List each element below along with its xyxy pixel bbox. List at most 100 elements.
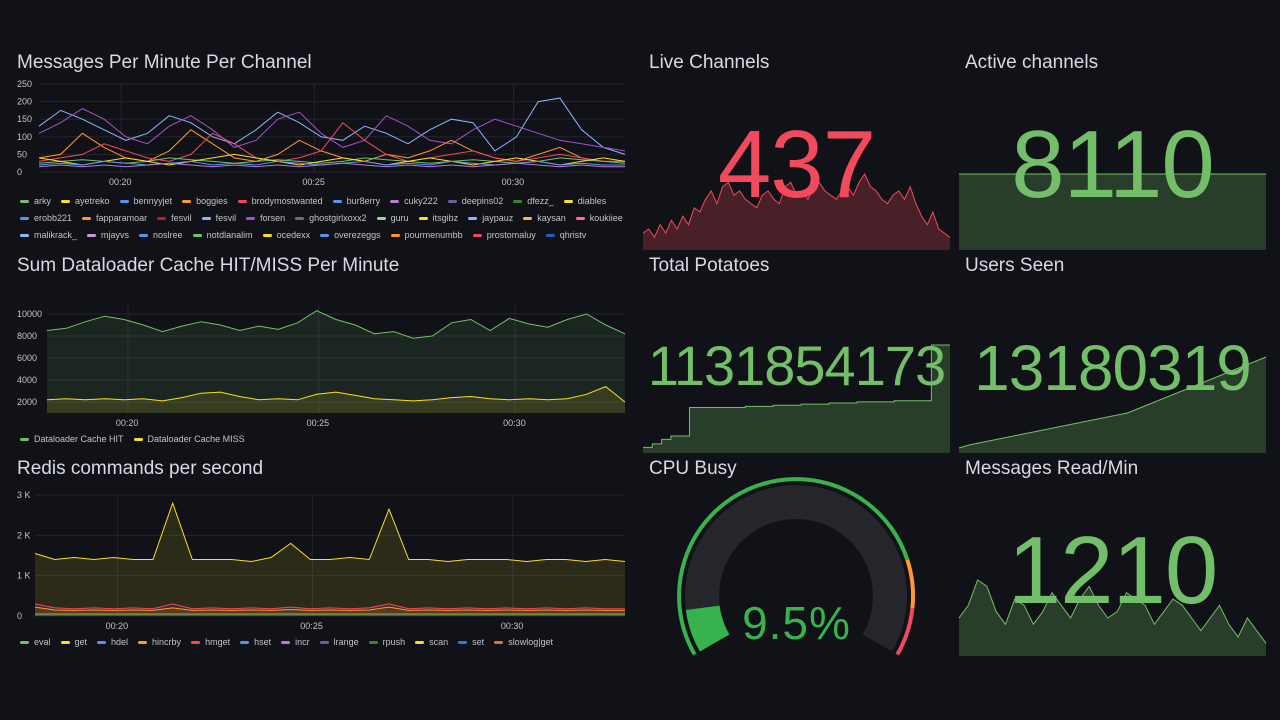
- panel-title[interactable]: Messages Read/Min: [965, 458, 1139, 479]
- y-tick-label: 1 K: [17, 571, 31, 581]
- gauge-track: [685, 485, 907, 652]
- legend-label: guru: [390, 213, 409, 223]
- legend-item[interactable]: forsen: [246, 211, 285, 225]
- series-line-dataloader-cache-hit[interactable]: [46, 310, 626, 339]
- legend-item[interactable]: dfezz_: [513, 194, 554, 208]
- legend-item[interactable]: malikrack_: [20, 228, 77, 242]
- panel-title[interactable]: Total Potatoes: [649, 255, 770, 276]
- legend-item[interactable]: set: [458, 635, 484, 649]
- stat-value: 1210: [1007, 517, 1219, 624]
- legend-label: scan: [429, 637, 449, 647]
- legend-swatch: [523, 216, 533, 220]
- y-tick-label: 0: [17, 611, 22, 621]
- legend-item[interactable]: bur8erry: [332, 194, 381, 208]
- legend-item[interactable]: cuky222: [390, 194, 438, 208]
- panel-title[interactable]: Users Seen: [965, 255, 1065, 276]
- sparkline-area: [959, 580, 1266, 656]
- series-line-hincrby[interactable]: [34, 606, 625, 611]
- legend-item[interactable]: fesvil: [201, 211, 237, 225]
- y-tick-label: 150: [17, 114, 32, 124]
- legend-item[interactable]: hmget: [191, 635, 230, 649]
- legend-item[interactable]: koukiiee: [575, 211, 623, 225]
- series-line-get[interactable]: [34, 501, 626, 563]
- series-line-ayetreko[interactable]: [38, 153, 626, 166]
- legend-item[interactable]: scan: [415, 635, 448, 649]
- sparkline-area: [959, 357, 1266, 453]
- panel-active-channels: Active channels 8110: [959, 52, 1266, 250]
- legend-item[interactable]: lrange: [319, 635, 359, 649]
- legend-label: bur8erry: [346, 196, 381, 206]
- legend-label: fesvil: [215, 213, 237, 223]
- legend-item[interactable]: hset: [240, 635, 271, 649]
- legend-label: itsgibz: [432, 213, 459, 223]
- legend-item[interactable]: prostomaluy: [472, 228, 536, 242]
- series-line-hmget[interactable]: [34, 603, 625, 610]
- dataloader-chart[interactable]: 10000 8000 6000 4000 2000 00:20 00:25 00:30: [17, 283, 629, 433]
- legend-item[interactable]: guru: [376, 211, 409, 225]
- y-tick-label: 250: [17, 79, 32, 89]
- legend-item[interactable]: boggies: [182, 194, 228, 208]
- panel-title[interactable]: Live Channels: [649, 52, 770, 73]
- panel-title[interactable]: Redis commands per second: [17, 458, 264, 479]
- legend-item[interactable]: rpush: [368, 635, 405, 649]
- legend-swatch: [61, 199, 71, 203]
- legend-item[interactable]: brodymostwanted: [237, 194, 323, 208]
- legend-item[interactable]: incr: [281, 635, 310, 649]
- legend-item[interactable]: ayetreko: [61, 194, 110, 208]
- redis-chart[interactable]: 3 K 2 K 1 K 0 00:20 00:25 00:30: [17, 486, 629, 636]
- sparkline-line: [643, 344, 950, 448]
- legend-item[interactable]: bennyyjet: [119, 194, 172, 208]
- legend-item[interactable]: notdlanalim: [192, 228, 253, 242]
- legend-item[interactable]: Dataloader Cache HIT: [20, 432, 124, 446]
- legend-item[interactable]: fesvil: [157, 211, 192, 225]
- legend-swatch: [575, 216, 585, 220]
- legend-item[interactable]: diables: [563, 194, 606, 208]
- legend-swatch: [458, 640, 468, 644]
- series-line-forsen[interactable]: [38, 108, 626, 152]
- legend-swatch: [390, 233, 400, 237]
- panel-title[interactable]: Messages Per Minute Per Channel: [17, 52, 312, 73]
- legend-item[interactable]: overezeggs: [320, 228, 381, 242]
- panel-title[interactable]: CPU Busy: [649, 458, 737, 479]
- legend-item[interactable]: kaysan: [523, 211, 566, 225]
- x-axis: 00:20 00:25 00:30: [109, 177, 524, 187]
- legend-item[interactable]: eval: [20, 635, 51, 649]
- legend-item[interactable]: Dataloader Cache MISS: [133, 432, 245, 446]
- legend-item[interactable]: noslree: [139, 228, 183, 242]
- legend-item[interactable]: fapparamoar: [82, 211, 147, 225]
- legend-item[interactable]: qhristv: [545, 228, 586, 242]
- legend-item[interactable]: slowlog|get: [494, 635, 553, 649]
- legend-item[interactable]: hdel: [97, 635, 128, 649]
- legend-label: erobb221: [34, 213, 73, 223]
- panel-title[interactable]: Active channels: [965, 52, 1099, 73]
- stat-value: 9.5%: [742, 597, 851, 649]
- legend-label: notdlanalim: [206, 230, 253, 240]
- legend-item[interactable]: erobb221: [20, 211, 72, 225]
- series-line-fesvil[interactable]: [38, 97, 626, 155]
- series-line-boggies[interactable]: [38, 129, 625, 162]
- dataloader-legend: Dataloader Cache HIT Dataloader Cache MIS…: [20, 432, 625, 446]
- panel-title[interactable]: Sum Dataloader Cache HIT/MISS Per Minute: [17, 255, 400, 276]
- sparkline: [643, 344, 950, 453]
- legend-item[interactable]: pourmenumbb: [390, 228, 463, 242]
- x-tick-label: 00:20: [116, 418, 139, 428]
- series-line-dataloader-cache-miss[interactable]: [46, 386, 626, 403]
- legend-item[interactable]: get: [60, 635, 87, 649]
- gauge-threshold-red: [895, 607, 915, 656]
- legend-swatch: [139, 233, 149, 237]
- legend-swatch: [418, 216, 428, 220]
- messages-chart[interactable]: 250 200 150 100 50 0 00:20 00:25 00:30: [17, 76, 629, 206]
- legend-swatch: [20, 437, 29, 441]
- legend-item[interactable]: arky: [20, 194, 51, 208]
- legend-item[interactable]: ocedexx: [262, 228, 310, 242]
- series-line-arky[interactable]: [38, 157, 626, 164]
- legend-item[interactable]: mjayvs: [87, 228, 129, 242]
- legend-label: cuky222: [404, 196, 438, 206]
- legend-item[interactable]: hincrby: [138, 635, 181, 649]
- legend-item[interactable]: ghostgirlxoxx2: [295, 211, 367, 225]
- legend-item[interactable]: jaypauz: [468, 211, 513, 225]
- legend-item[interactable]: deepins02: [447, 194, 503, 208]
- legend-item[interactable]: itsgibz: [418, 211, 459, 225]
- series-line-cuky222[interactable]: [38, 162, 625, 168]
- series-line-brodymostwanted[interactable]: [38, 121, 625, 162]
